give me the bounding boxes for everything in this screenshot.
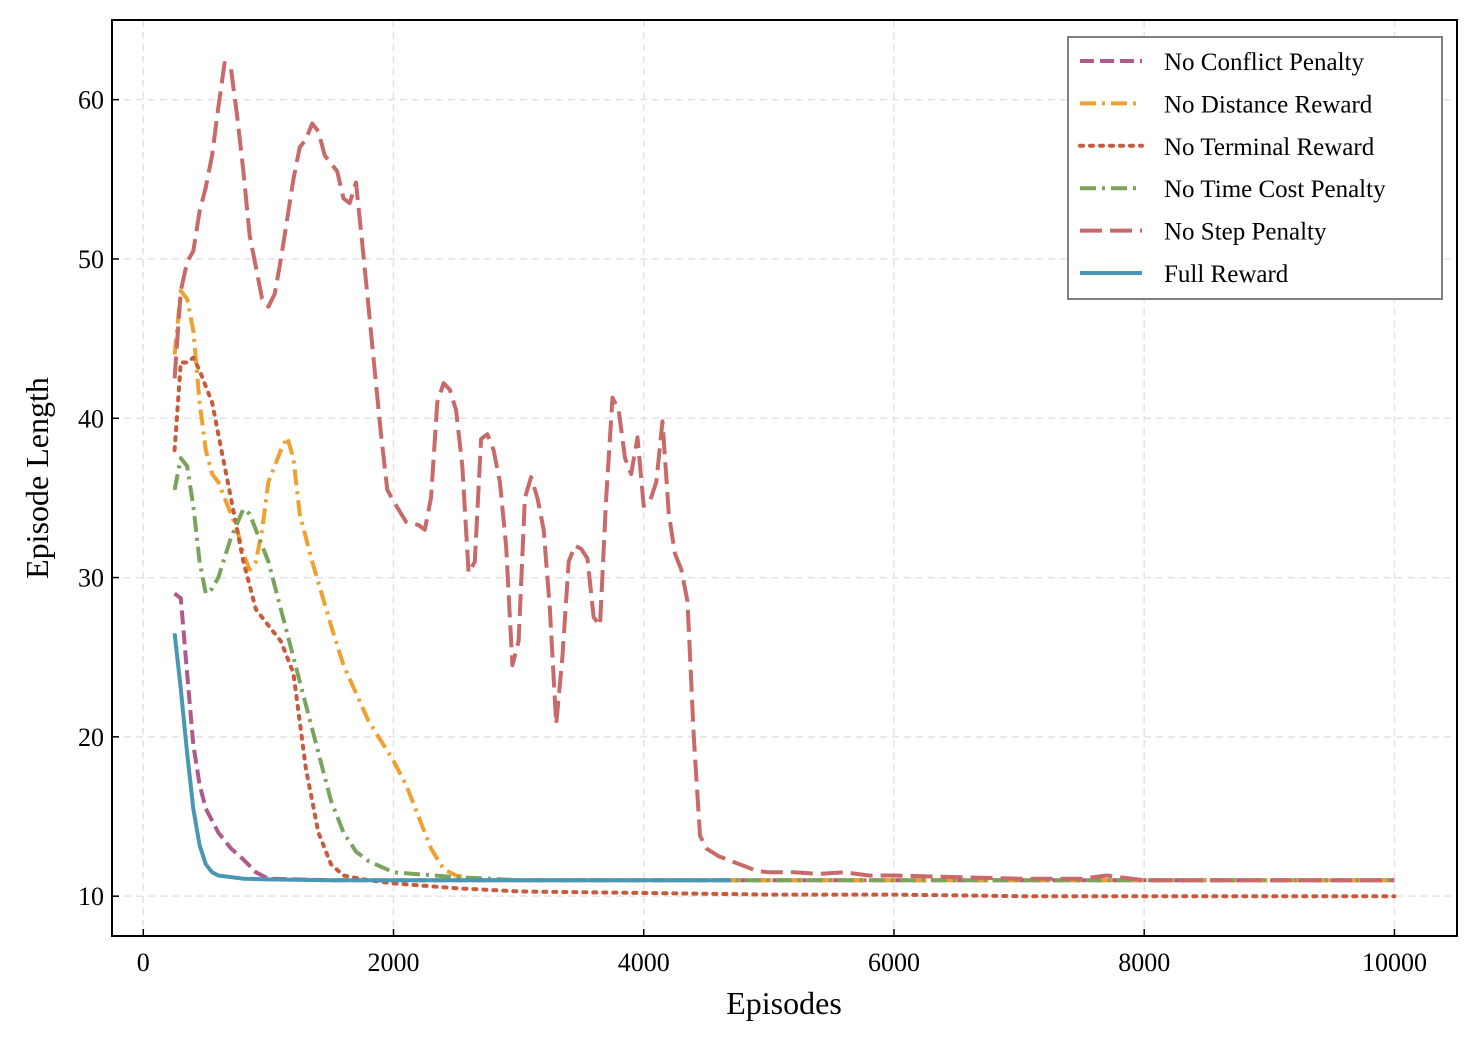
y-tick-label: 20 [78,723,104,752]
legend-label: No Terminal Reward [1164,134,1375,161]
x-tick-label: 6000 [868,948,920,977]
legend-label: No Conflict Penalty [1164,49,1364,76]
x-axis-title: Episodes [726,985,842,1021]
x-tick-label: 4000 [618,948,670,977]
x-tick-label: 8000 [1118,948,1170,977]
series-lines [172,61,1397,899]
axis-ticks: 0 2000 4000 6000 8000 10000 10 20 30 40 50 60 [78,86,1427,977]
y-tick-label: 40 [78,404,104,433]
plot-frame [111,19,1458,937]
y-tick-label: 10 [78,882,104,911]
legend-label: No Step Penalty [1164,219,1327,246]
legend-box [1067,36,1443,300]
x-tick-label: 2000 [368,948,420,977]
y-tick-label: 60 [78,86,104,115]
y-tick-label: 30 [78,564,104,593]
legend-label: No Time Cost Penalty [1164,176,1386,203]
legend-label: Full Reward [1164,261,1289,288]
legend: No Conflict Penalty No Distance Reward No … [1067,36,1443,300]
series-line-no-time-cost-penalty [172,456,1395,883]
series-line-no-terminal-reward [172,355,1397,899]
x-tick-label: 0 [137,948,150,977]
series-line-full-reward [172,633,732,883]
x-tick-label: 10000 [1362,948,1427,977]
legend-label: No Distance Reward [1164,91,1373,118]
y-axis-title: Episode Length [19,377,55,579]
y-tick-label: 50 [78,245,104,274]
series-line-no-step-penalty [172,61,1395,883]
